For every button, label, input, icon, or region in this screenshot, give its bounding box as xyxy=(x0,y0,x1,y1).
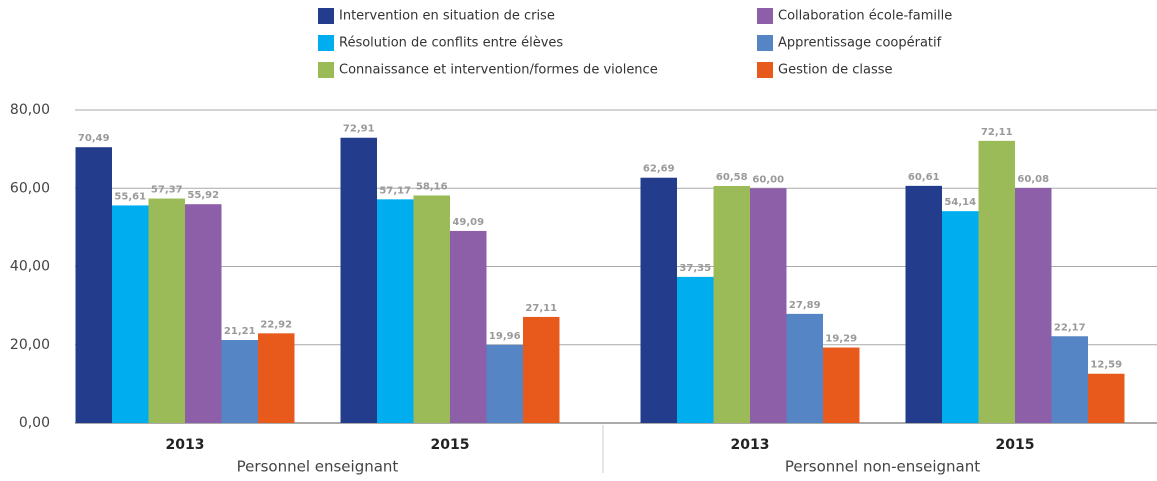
bar xyxy=(377,199,414,423)
bar xyxy=(75,147,112,423)
bar xyxy=(1015,187,1052,423)
legend-label: Connaissance et intervention/formes de v… xyxy=(339,63,658,78)
data-label: 60,61 xyxy=(908,172,940,183)
legend-label: Résolution de conflits entre élèves xyxy=(339,36,563,51)
data-label: 60,58 xyxy=(716,172,748,183)
bar xyxy=(221,340,258,423)
x-tick-label: 2015 xyxy=(996,437,1035,453)
data-label: 54,14 xyxy=(944,197,976,208)
x-tick-label: 2013 xyxy=(166,437,205,453)
data-label: 62,69 xyxy=(643,164,675,175)
y-tick-label: 80,00 xyxy=(10,102,50,118)
bar xyxy=(677,276,714,423)
x-tick-label: 2013 xyxy=(731,437,770,453)
bar xyxy=(713,185,750,423)
bar xyxy=(978,140,1015,423)
bar xyxy=(185,204,222,423)
legend-label: Collaboration école-famille xyxy=(778,9,952,24)
legend-swatch xyxy=(318,35,334,51)
data-label: 12,59 xyxy=(1090,360,1122,371)
bar xyxy=(942,211,979,423)
data-label: 72,91 xyxy=(343,124,375,135)
data-label: 55,92 xyxy=(187,190,219,201)
data-label: 37,35 xyxy=(679,263,711,274)
group-label: Personnel non-enseignant xyxy=(785,458,980,476)
data-label: 72,11 xyxy=(981,127,1013,138)
y-tick-label: 0,00 xyxy=(19,415,50,431)
bar xyxy=(905,185,942,423)
data-label: 57,17 xyxy=(379,185,411,196)
legend-swatch xyxy=(757,8,773,24)
y-tick-label: 20,00 xyxy=(10,337,50,353)
bar xyxy=(340,137,377,423)
data-label: 27,11 xyxy=(525,303,557,314)
bar xyxy=(823,347,860,423)
bar xyxy=(258,333,295,423)
bar xyxy=(1088,373,1125,423)
legend-label: Apprentissage coopératif xyxy=(778,36,942,51)
data-label: 49,09 xyxy=(452,217,484,228)
bar xyxy=(148,198,185,423)
y-tick-label: 60,00 xyxy=(10,180,50,196)
data-label: 19,29 xyxy=(825,334,857,345)
bar xyxy=(523,316,560,423)
bar xyxy=(450,230,487,423)
legend-label: Gestion de classe xyxy=(778,63,893,78)
legend-swatch xyxy=(757,62,773,78)
legend-label: Intervention en situation de crise xyxy=(339,9,555,24)
data-label: 55,61 xyxy=(114,191,146,202)
x-tick-label: 2015 xyxy=(431,437,470,453)
y-tick-label: 40,00 xyxy=(10,259,50,275)
bar xyxy=(1051,336,1088,423)
data-label: 22,17 xyxy=(1054,322,1086,333)
bar xyxy=(112,205,149,423)
legend-swatch xyxy=(318,8,334,24)
data-label: 19,96 xyxy=(489,331,521,342)
data-label: 70,49 xyxy=(78,133,110,144)
data-label: 60,08 xyxy=(1017,174,1049,185)
bar xyxy=(640,177,677,423)
group-label: Personnel enseignant xyxy=(237,458,399,476)
bar xyxy=(750,188,787,423)
data-label: 27,89 xyxy=(789,300,821,311)
legend-swatch xyxy=(757,35,773,51)
bar xyxy=(413,195,450,423)
data-label: 57,37 xyxy=(151,185,183,196)
legend-swatch xyxy=(318,62,334,78)
data-label: 22,92 xyxy=(260,319,292,330)
bar xyxy=(786,313,823,423)
data-label: 60,00 xyxy=(752,174,784,185)
bar xyxy=(486,344,523,423)
data-label: 21,21 xyxy=(224,326,256,337)
data-label: 58,16 xyxy=(416,181,448,192)
